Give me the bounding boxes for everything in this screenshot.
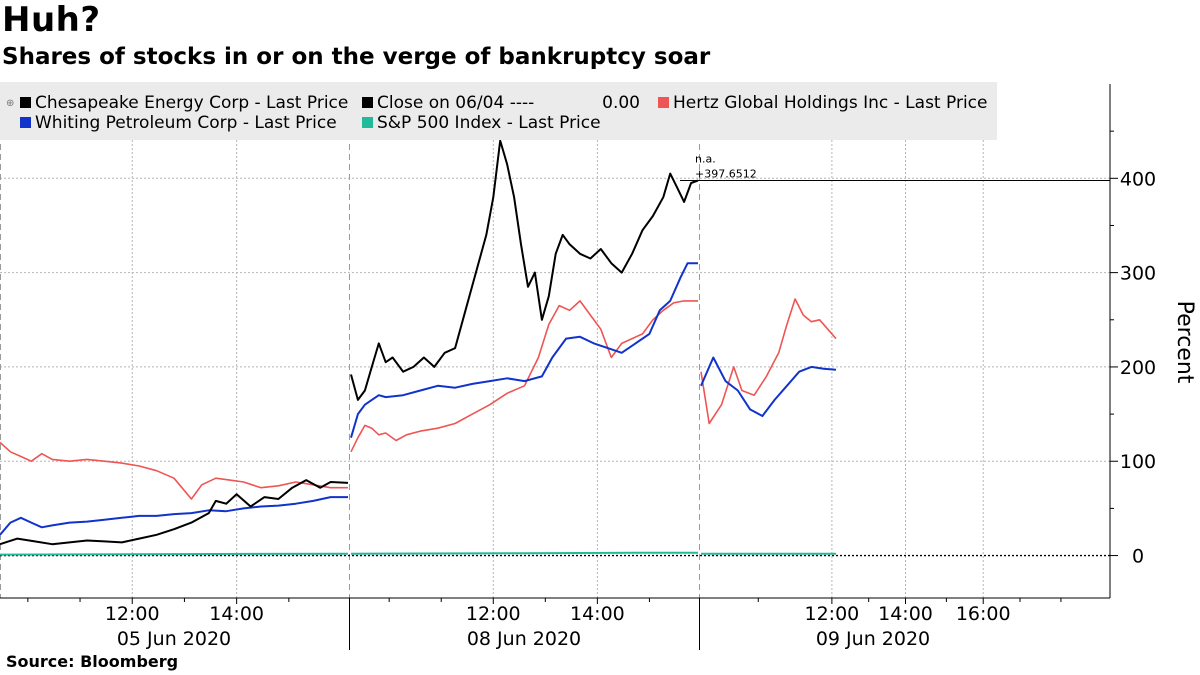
series-line-whiting [700, 356, 837, 417]
series-line-sp500 [350, 551, 698, 555]
legend-item-chesapeake-label: Chesapeake Energy Corp - Last Price [35, 93, 348, 113]
y-tick-label: 100 [1120, 451, 1156, 473]
annotation-last-value: +397.6512 [695, 168, 757, 181]
x-day-label: 09 Jun 2020 [816, 628, 930, 650]
series-line-hertz [700, 298, 837, 425]
series-line-whiting [0, 496, 348, 536]
series-layer [0, 139, 1110, 557]
chart-title: Huh? [2, 0, 101, 40]
series-line-whiting [350, 262, 698, 438]
x-day-label: 05 Jun 2020 [117, 628, 231, 650]
legend-item-sp500-label: S&P 500 Index - Last Price [377, 113, 601, 133]
x-tick-label: 12:00 [804, 603, 859, 625]
legend-item-close-swatch [362, 97, 373, 108]
legend-item-chesapeake-swatch [20, 97, 31, 108]
legend: ⊕ Chesapeake Energy Corp - Last Price Clos… [0, 82, 997, 140]
legend-item-whiting-swatch [20, 117, 31, 128]
legend-item-hertz-swatch [658, 97, 669, 108]
legend-item-close-label: Close on 06/04 ---- [377, 93, 534, 113]
chart-subtitle: Shares of stocks in or on the verge of b… [2, 44, 711, 70]
grid-layer [0, 84, 1110, 598]
y-tick-label: 0 [1132, 546, 1144, 568]
series-line-sp500 [0, 552, 349, 556]
y-tick-label: 200 [1120, 357, 1156, 379]
y-tick-label: 300 [1120, 263, 1156, 285]
source-note: Source: Bloomberg [6, 652, 179, 671]
annotation-na: n.a. [695, 153, 716, 166]
x-tick-label: 12:00 [105, 603, 160, 625]
annotation-layer: n.a. +397.6512 [680, 153, 1110, 182]
x-tick-label: 16:00 [956, 603, 1011, 625]
x-tick-label: 14:00 [209, 603, 264, 625]
x-tick-label: 14:00 [878, 603, 933, 625]
legend-item-hertz-label: Hertz Global Holdings Inc - Last Price [673, 93, 987, 113]
series-line-chesapeake [0, 479, 349, 546]
x-tick-label: 14:00 [570, 603, 625, 625]
axis-layer: 0 100 200 300 400 12:00 14:00 12:00 14:00 12:00 14… [0, 84, 1156, 650]
legend-item-whiting-label: Whiting Petroleum Corp - Last Price [35, 113, 337, 133]
series-line-hertz [350, 300, 698, 453]
legend-background [0, 82, 997, 140]
legend-close-value: 0.00 [602, 93, 640, 113]
y-tick-label: 400 [1120, 168, 1156, 190]
series-line-hertz [0, 441, 348, 500]
y-axis-label: Percent [1172, 301, 1197, 384]
x-tick-label: 12:00 [466, 603, 521, 625]
legend-item-sp500-swatch [362, 117, 373, 128]
series-line-chesapeake [350, 139, 699, 401]
legend-handle-icon: ⊕ [6, 98, 14, 109]
x-day-label: 08 Jun 2020 [467, 628, 581, 650]
